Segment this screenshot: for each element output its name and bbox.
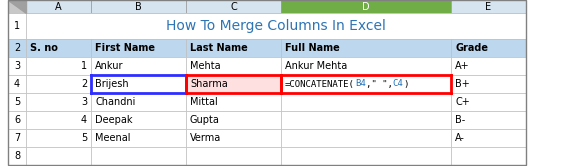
Bar bbox=[91, 111, 186, 129]
Text: C4: C4 bbox=[393, 80, 403, 88]
Bar bbox=[186, 93, 281, 111]
Bar bbox=[451, 93, 526, 111]
Bar bbox=[451, 39, 526, 57]
Bar bbox=[281, 57, 451, 75]
Text: A+: A+ bbox=[455, 61, 470, 71]
Bar bbox=[8, 129, 26, 147]
Bar bbox=[451, 57, 526, 75]
Bar bbox=[26, 93, 91, 111]
Bar bbox=[281, 147, 451, 165]
Bar bbox=[451, 111, 526, 129]
Bar bbox=[281, 75, 451, 93]
Bar bbox=[8, 13, 26, 39]
Bar bbox=[186, 57, 281, 75]
Text: 2: 2 bbox=[14, 43, 20, 53]
Text: D: D bbox=[362, 1, 370, 11]
Text: Full Name: Full Name bbox=[285, 43, 340, 53]
Text: 2: 2 bbox=[81, 79, 87, 89]
Bar bbox=[186, 129, 281, 147]
Text: 1: 1 bbox=[81, 61, 87, 71]
Bar bbox=[26, 129, 91, 147]
Bar bbox=[281, 39, 451, 57]
Text: Verma: Verma bbox=[190, 133, 221, 143]
Bar bbox=[26, 57, 91, 75]
Bar bbox=[91, 129, 186, 147]
Text: 5: 5 bbox=[81, 133, 87, 143]
Text: =CONCATENATE(: =CONCATENATE( bbox=[285, 80, 355, 88]
Text: Brijesh: Brijesh bbox=[95, 79, 129, 89]
Text: Last Name: Last Name bbox=[190, 43, 248, 53]
Text: B4: B4 bbox=[355, 80, 365, 88]
Text: 3: 3 bbox=[14, 61, 20, 71]
Bar bbox=[26, 0, 91, 13]
Text: C+: C+ bbox=[455, 97, 470, 107]
Bar bbox=[281, 0, 451, 13]
Text: First Name: First Name bbox=[95, 43, 155, 53]
Text: 5: 5 bbox=[14, 97, 20, 107]
Text: ," ",: ," ", bbox=[365, 80, 393, 88]
Text: Deepak: Deepak bbox=[95, 115, 132, 125]
Bar bbox=[91, 39, 186, 57]
Bar bbox=[91, 147, 186, 165]
Text: Grade: Grade bbox=[455, 43, 488, 53]
Text: 1: 1 bbox=[14, 21, 20, 31]
Text: B-: B- bbox=[455, 115, 465, 125]
Polygon shape bbox=[8, 0, 26, 13]
Bar bbox=[451, 129, 526, 147]
Text: Ankur Mehta: Ankur Mehta bbox=[285, 61, 347, 71]
Bar bbox=[186, 39, 281, 57]
Bar bbox=[186, 147, 281, 165]
Text: Sharma: Sharma bbox=[190, 79, 228, 89]
Bar bbox=[281, 111, 451, 129]
Text: C: C bbox=[230, 1, 237, 11]
Bar bbox=[186, 111, 281, 129]
Text: 7: 7 bbox=[14, 133, 20, 143]
Text: 8: 8 bbox=[14, 151, 20, 161]
Bar bbox=[281, 93, 451, 111]
Bar bbox=[91, 0, 186, 13]
Bar bbox=[91, 75, 186, 93]
Text: A: A bbox=[55, 1, 62, 11]
Bar bbox=[8, 57, 26, 75]
Bar bbox=[186, 75, 281, 93]
Text: Mittal: Mittal bbox=[190, 97, 218, 107]
Text: Ankur: Ankur bbox=[95, 61, 124, 71]
Bar bbox=[8, 111, 26, 129]
Text: ): ) bbox=[403, 80, 409, 88]
Bar bbox=[8, 0, 26, 13]
Text: A-: A- bbox=[455, 133, 465, 143]
Bar bbox=[26, 111, 91, 129]
Bar bbox=[8, 93, 26, 111]
Bar bbox=[8, 147, 26, 165]
Bar bbox=[91, 93, 186, 111]
Text: B+: B+ bbox=[455, 79, 470, 89]
Bar bbox=[26, 75, 91, 93]
Bar bbox=[26, 39, 91, 57]
Text: B: B bbox=[135, 1, 142, 11]
Bar bbox=[26, 147, 91, 165]
Text: 4: 4 bbox=[14, 79, 20, 89]
Text: S. no: S. no bbox=[30, 43, 58, 53]
Bar bbox=[451, 0, 526, 13]
Bar bbox=[281, 129, 451, 147]
Text: How To Merge Columns In Excel: How To Merge Columns In Excel bbox=[166, 19, 386, 33]
Text: Gupta: Gupta bbox=[190, 115, 220, 125]
Bar bbox=[8, 39, 26, 57]
Bar bbox=[8, 75, 26, 93]
Bar bbox=[26, 13, 526, 39]
Text: 6: 6 bbox=[14, 115, 20, 125]
Bar bbox=[451, 147, 526, 165]
Text: Meenal: Meenal bbox=[95, 133, 131, 143]
Text: E: E bbox=[486, 1, 491, 11]
Text: 3: 3 bbox=[81, 97, 87, 107]
Bar bbox=[91, 57, 186, 75]
Bar bbox=[186, 0, 281, 13]
Text: Chandni: Chandni bbox=[95, 97, 136, 107]
Bar bbox=[451, 75, 526, 93]
Text: Mehta: Mehta bbox=[190, 61, 221, 71]
Text: 4: 4 bbox=[81, 115, 87, 125]
